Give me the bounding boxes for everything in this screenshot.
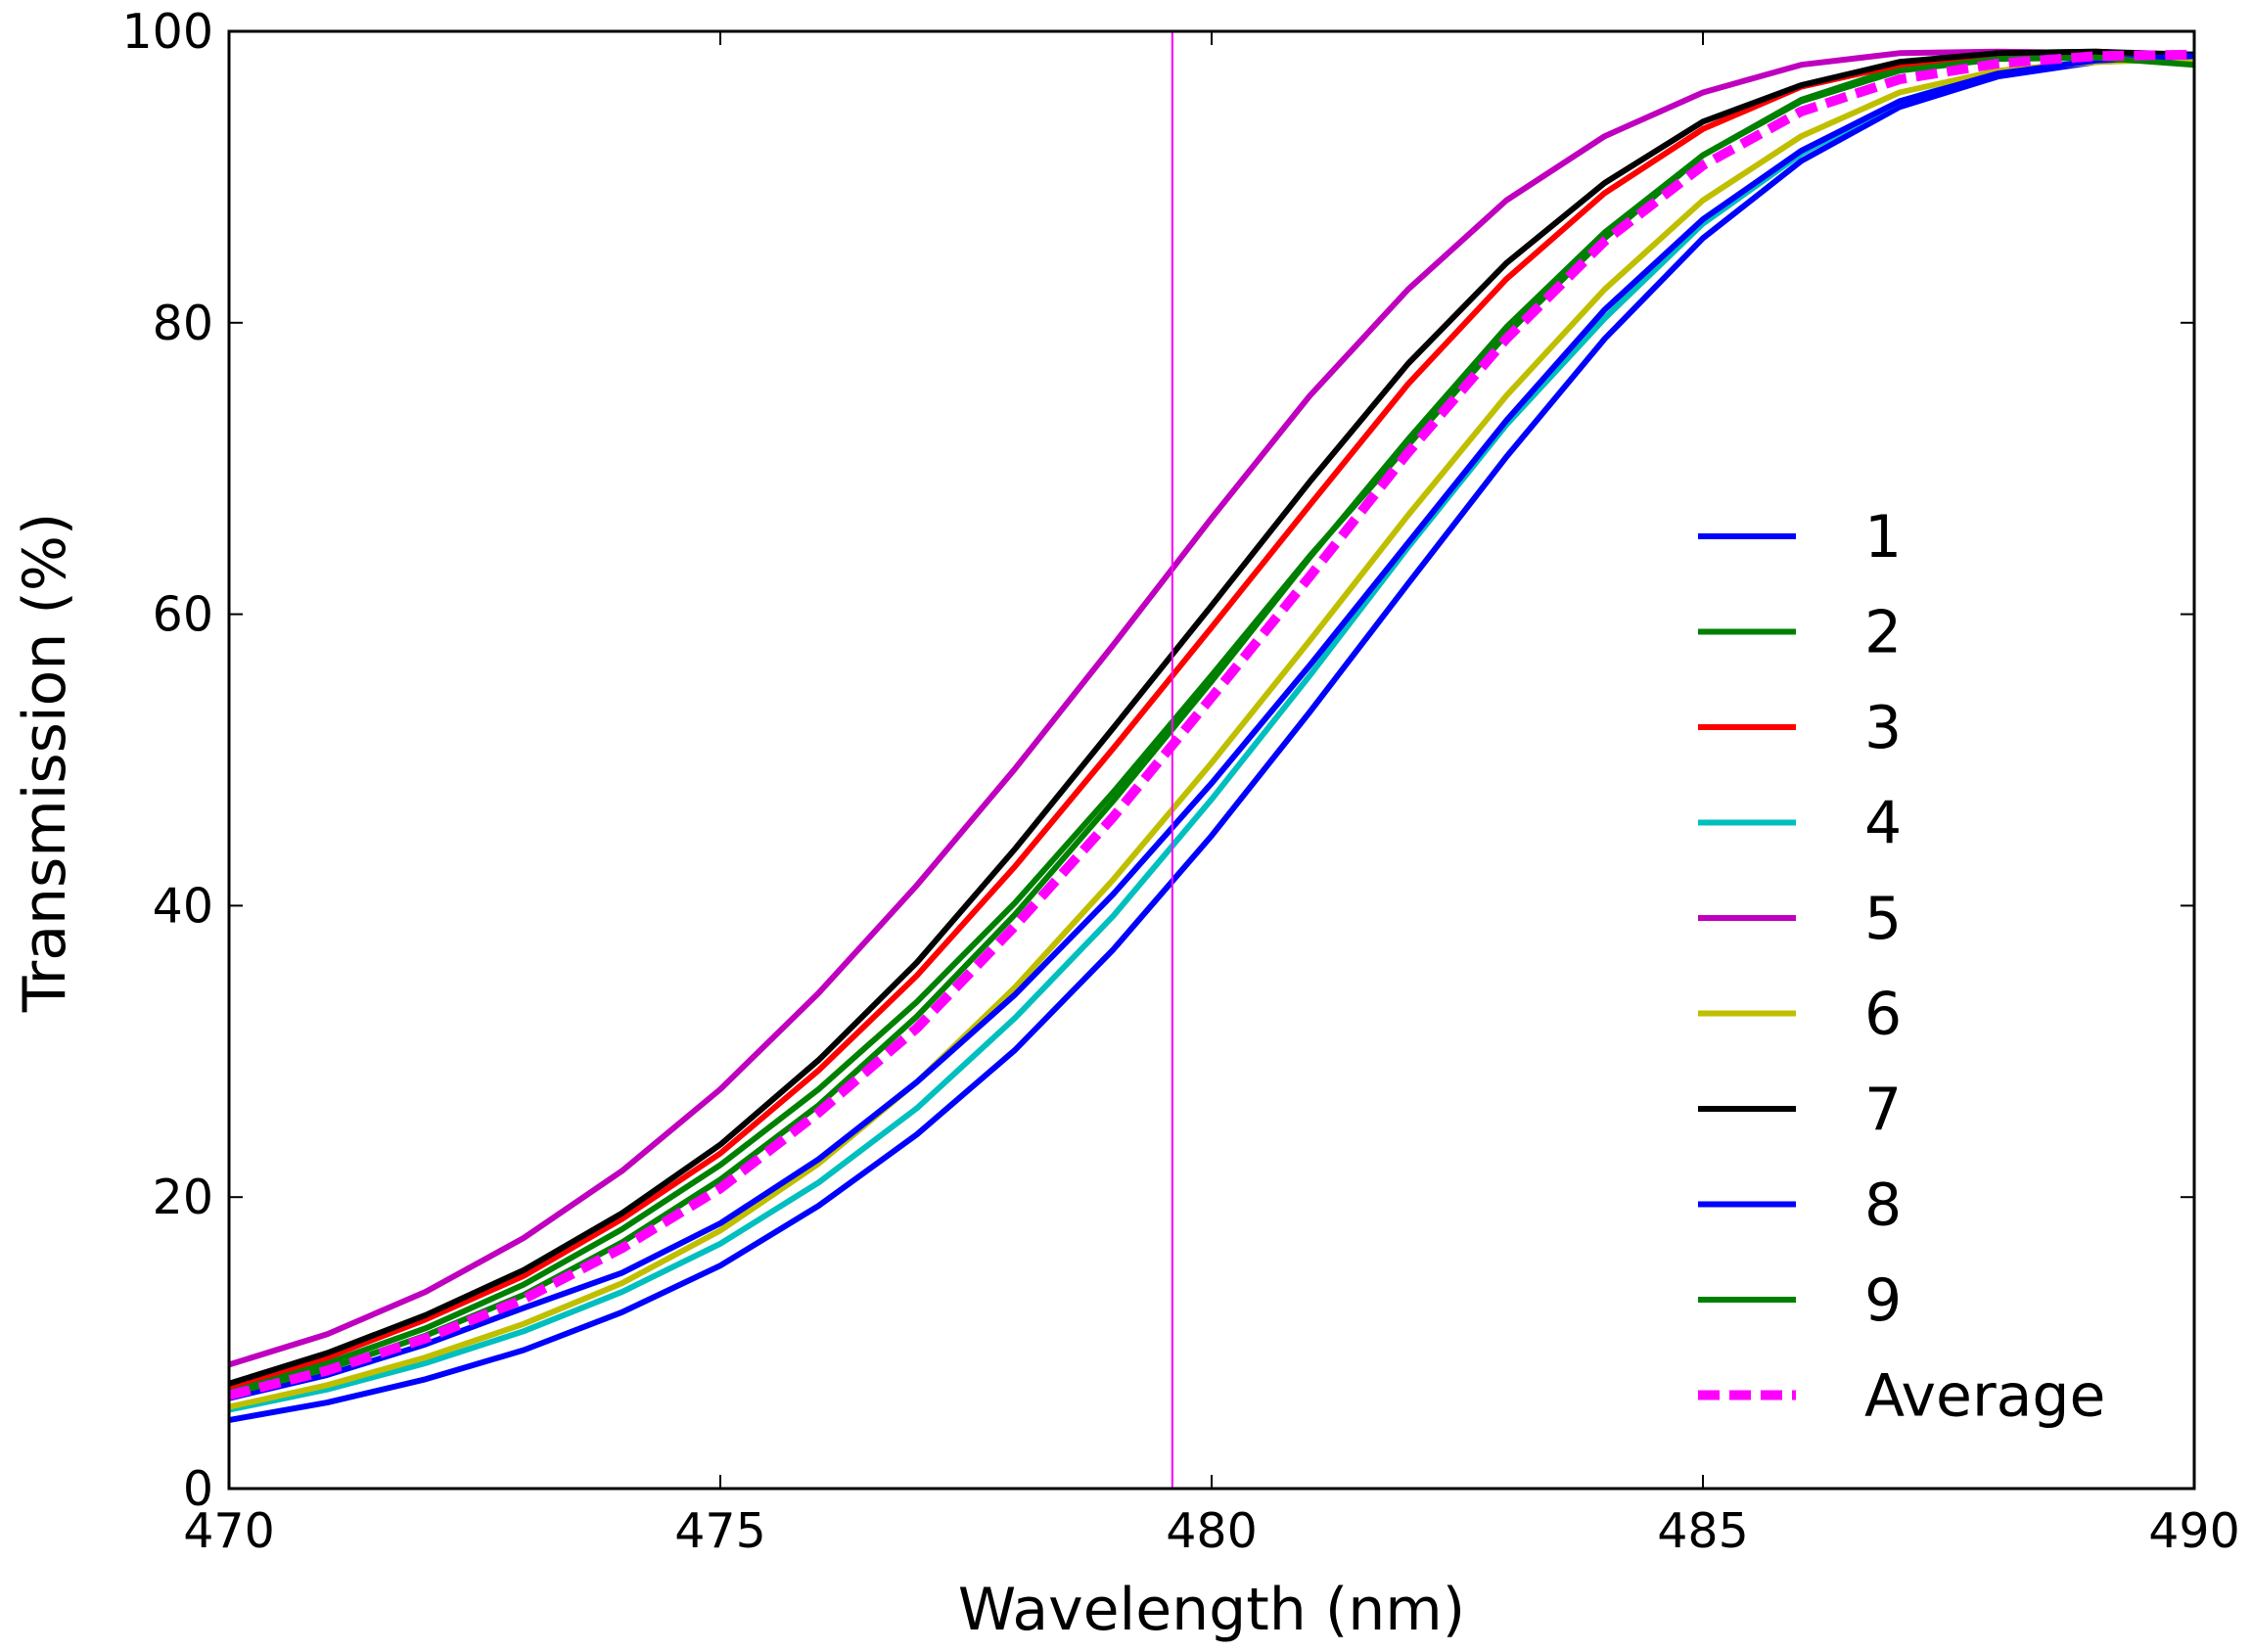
y-axis-title: Transmission (%)	[11, 513, 79, 1014]
x-tick-label: 480	[1166, 1503, 1258, 1559]
legend-label-average: Average	[1864, 1362, 2105, 1431]
x-tick-label: 490	[2148, 1503, 2240, 1559]
y-tick-label: 40	[153, 878, 213, 934]
x-tick-label: 485	[1657, 1503, 1749, 1559]
x-tick-label: 475	[674, 1503, 766, 1559]
series-line-8	[229, 53, 2194, 1401]
y-tick-label: 0	[183, 1461, 213, 1517]
x-axis-title: Wavelength (nm)	[958, 1576, 1465, 1644]
legend-label-7: 7	[1864, 1076, 1902, 1144]
legend-label-5: 5	[1864, 885, 1902, 953]
series-line-6	[229, 56, 2194, 1410]
legend-label-8: 8	[1864, 1171, 1902, 1240]
series-line-5	[229, 48, 2194, 1368]
legend-label-2: 2	[1864, 599, 1902, 667]
legend-label-6: 6	[1864, 981, 1902, 1049]
x-tick-label: 470	[183, 1503, 275, 1559]
legend-label-4: 4	[1864, 790, 1902, 858]
y-tick-label: 80	[153, 296, 213, 351]
series-layer	[229, 48, 2194, 1423]
legend: 1 2 3 4 5 6 7 8 9 Average	[1698, 503, 2105, 1431]
legend-label-9: 9	[1864, 1266, 1902, 1335]
series-line-7	[229, 48, 2194, 1387]
y-tick-label: 100	[121, 4, 213, 60]
legend-label-1: 1	[1864, 503, 1902, 572]
series-line-1	[229, 54, 2194, 1423]
y-tick-label: 60	[153, 587, 213, 643]
legend-label-3: 3	[1864, 694, 1902, 762]
series-line-average	[229, 49, 2194, 1400]
y-tick-label: 20	[153, 1170, 213, 1225]
